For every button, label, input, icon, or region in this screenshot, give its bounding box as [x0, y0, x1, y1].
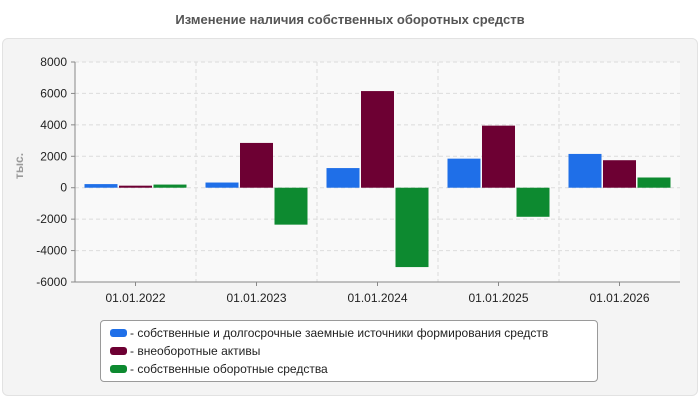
x-tick-label: 01.01.2023 — [226, 291, 286, 305]
bar-0-1 — [119, 185, 152, 188]
bars-layer — [84, 91, 671, 268]
legend-label: - собственные оборотные средства — [130, 362, 328, 376]
legend: - собственные и долгосрочные заемные ист… — [100, 320, 598, 382]
x-tick-label: 01.01.2026 — [589, 291, 649, 305]
bar-3-2 — [516, 187, 550, 217]
x-tick-label: 01.01.2025 — [468, 291, 528, 305]
legend-item-own-and-longterm-sources: - собственные и долгосрочные заемные ист… — [110, 324, 597, 342]
y-tick-label: -6000 — [36, 275, 67, 289]
bar-4-1 — [603, 160, 636, 188]
y-tick-label: 8000 — [40, 55, 67, 69]
bar-1-0 — [205, 182, 239, 188]
bar-4-2 — [637, 177, 671, 188]
y-tick-label: 6000 — [40, 86, 67, 100]
x-tick-label: 01.01.2024 — [347, 291, 407, 305]
legend-swatch-green — [110, 365, 127, 373]
y-tick-label: -2000 — [36, 212, 67, 226]
x-tick-label: 01.01.2022 — [105, 291, 165, 305]
bar-3-1 — [482, 125, 515, 188]
bar-4-0 — [568, 153, 602, 188]
legend-swatch-maroon — [110, 347, 127, 355]
bar-3-0 — [447, 158, 481, 188]
bar-2-1 — [361, 91, 394, 188]
legend-label: - внеоборотные активы — [130, 344, 261, 358]
bar-2-0 — [326, 168, 360, 188]
y-tick-label: 2000 — [40, 149, 67, 163]
bar-1-2 — [274, 187, 308, 225]
bar-2-2 — [395, 187, 429, 268]
chart-title: Изменение наличия собственных оборотных … — [175, 12, 525, 27]
y-tick-label: 0 — [60, 181, 67, 195]
y-axis-label: тыс. — [12, 153, 26, 179]
legend-item-own-working-capital: - собственные оборотные средства — [110, 360, 597, 378]
y-tick-label: -4000 — [36, 244, 67, 258]
bar-1-1 — [240, 142, 273, 188]
bar-0-0 — [84, 184, 118, 188]
legend-item-noncurrent-assets: - внеоборотные активы — [110, 342, 597, 360]
y-tick-label: 4000 — [40, 118, 67, 132]
bar-0-2 — [153, 184, 187, 188]
legend-label: - собственные и долгосрочные заемные ист… — [130, 326, 549, 340]
legend-swatch-blue — [110, 329, 127, 337]
axis-layer: 8000 6000 4000 2000 0 -2000 -4000 -6000 01.01.20… — [36, 55, 680, 305]
